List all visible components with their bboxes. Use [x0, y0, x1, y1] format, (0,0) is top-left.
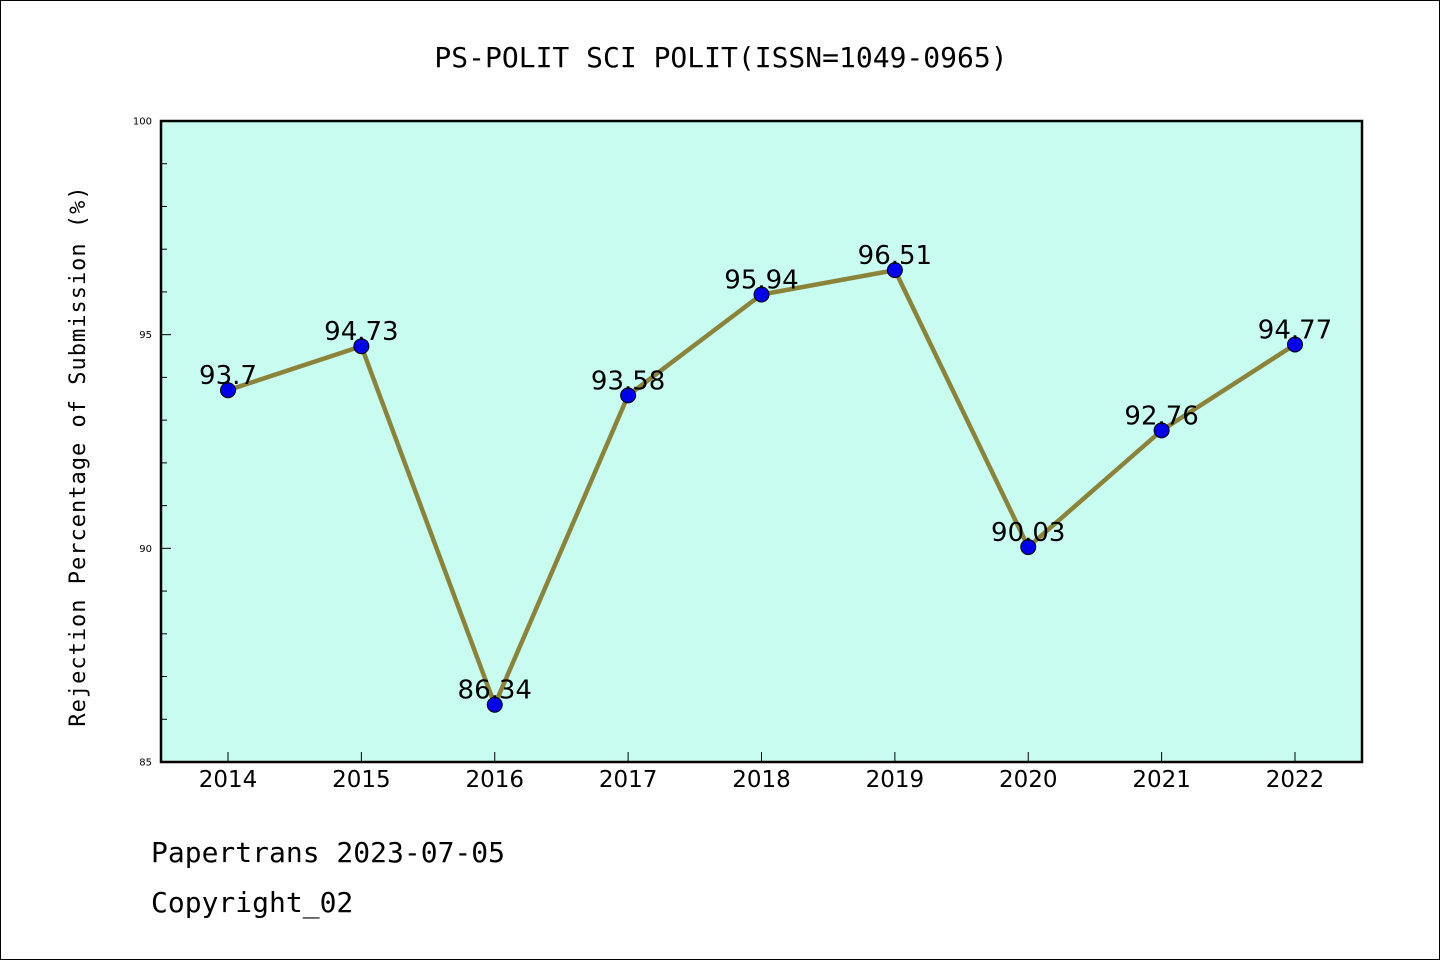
chart-title: PS-POLIT SCI POLIT(ISSN=1049-0965) — [434, 41, 1007, 74]
data-label: 86.34 — [458, 676, 532, 706]
data-label: 96.51 — [858, 241, 932, 271]
x-tick-label: 2017 — [599, 767, 658, 793]
x-tick-label: 2020 — [999, 767, 1058, 793]
x-tick-label: 2022 — [1266, 767, 1325, 793]
y-tick-label: 85 — [139, 758, 152, 769]
data-point — [620, 387, 637, 404]
data-point — [220, 382, 236, 399]
data-point — [353, 338, 370, 355]
plot-frame — [159, 119, 1364, 764]
data-point — [886, 262, 903, 279]
footer-date-stamp: Papertrans 2023-07-05 — [151, 836, 506, 869]
data-label: 94.77 — [1258, 315, 1332, 345]
x-tick-label: 2021 — [1132, 767, 1191, 793]
x-tick-label: 2016 — [465, 767, 524, 793]
data-label: 93.58 — [591, 366, 665, 396]
footer-copyright: Copyright_02 — [151, 886, 354, 919]
data-label: 95.94 — [724, 265, 798, 295]
x-axis-ticks: 2014 2015 2016 2017 2018 2019 2020 2021 2022 — [199, 752, 1325, 793]
data-point — [753, 286, 770, 303]
data-point — [1153, 422, 1170, 439]
y-tick-label: 95 — [139, 330, 152, 341]
series-layer: 93.7 94.73 86.34 93.58 95.94 96.51 90.03 92.76 9… — [199, 241, 1332, 713]
data-point — [1287, 336, 1303, 353]
data-point — [486, 696, 503, 713]
y-axis-label: Rejection Percentage of Submission (%) — [66, 185, 91, 726]
x-tick-label: 2014 — [199, 767, 258, 793]
x-tick-label: 2019 — [866, 767, 925, 793]
data-label: 92.76 — [1124, 401, 1198, 431]
x-tick-label: 2018 — [732, 767, 791, 793]
data-label: 90.03 — [991, 518, 1065, 548]
plot-area — [161, 121, 1362, 762]
data-point — [1020, 539, 1037, 556]
y-tick-label: 100 — [133, 117, 152, 128]
data-label: 93.7 — [199, 361, 257, 391]
data-label: 94.73 — [324, 317, 398, 347]
y-tick-label: 90 — [139, 544, 152, 555]
x-tick-label: 2015 — [332, 767, 391, 793]
